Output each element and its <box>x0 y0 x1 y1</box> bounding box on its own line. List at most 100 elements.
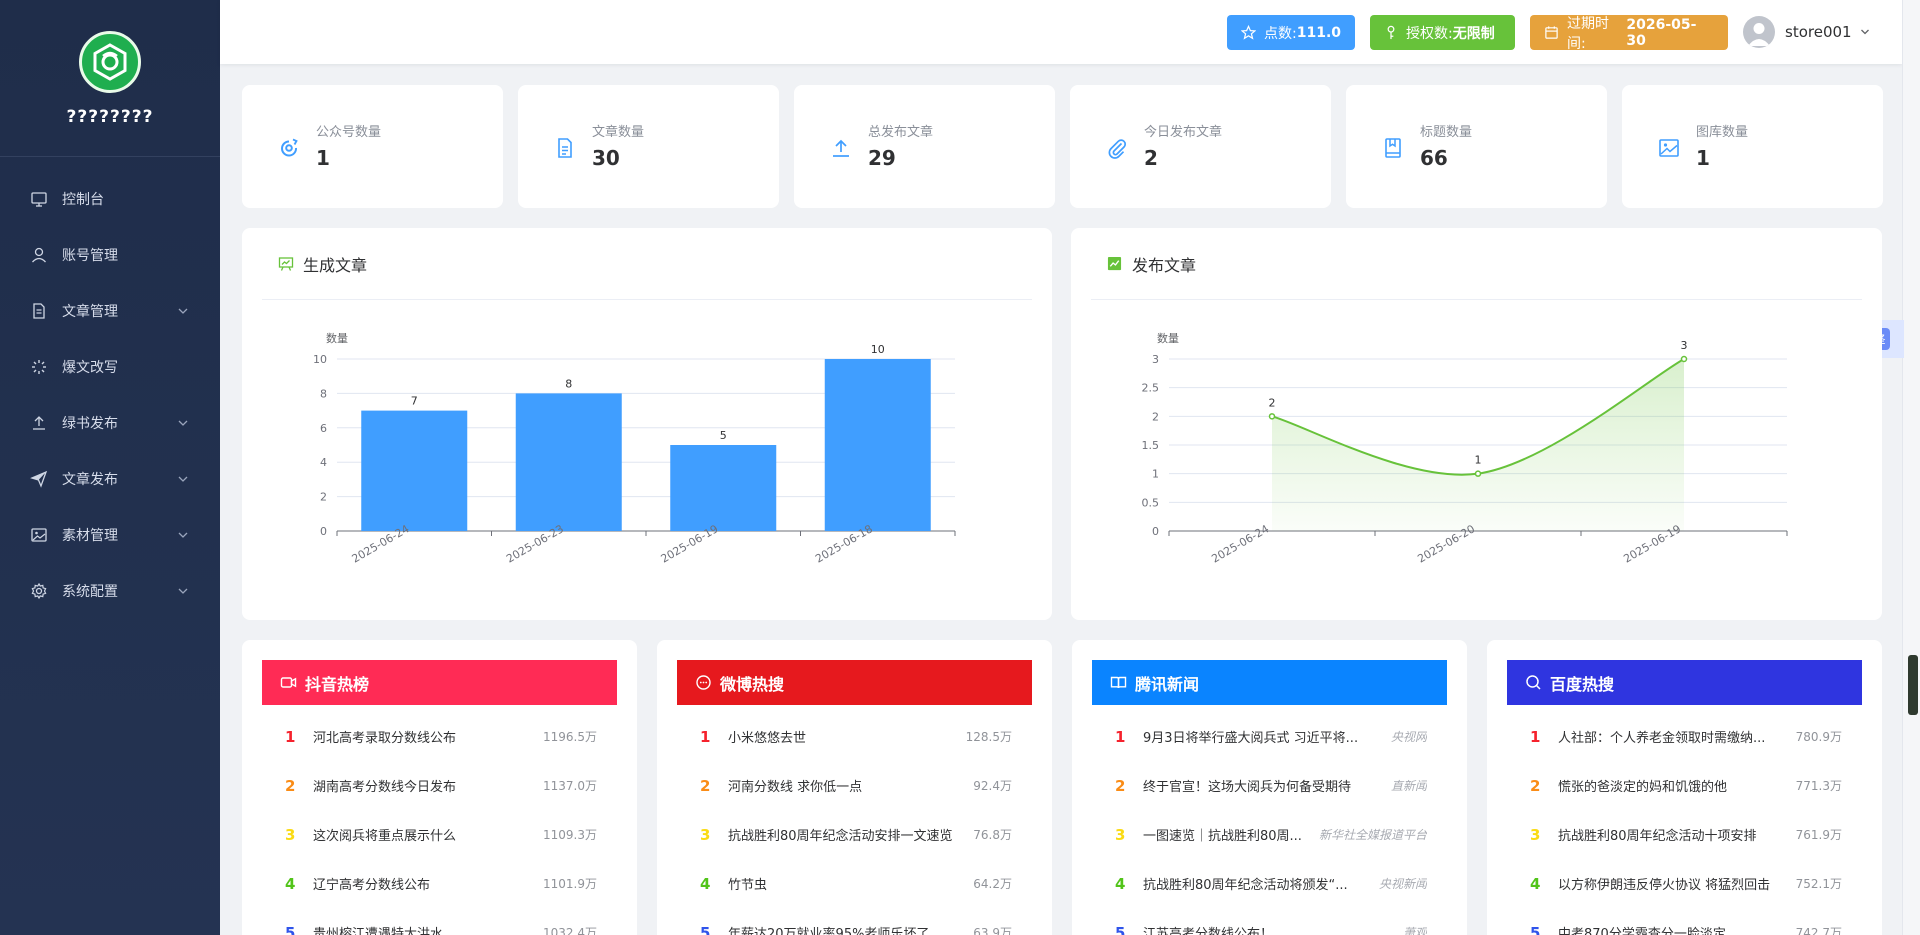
hot-value: 128.5万 <box>965 730 1012 744</box>
sidebar-item-label: 绿书发布 <box>62 416 118 432</box>
list-item-title[interactable]: 江苏高考分数线公布！ <box>1143 927 1274 935</box>
hot-list-items: 1 小米悠悠去世 128.5万 2 河南分数线 求你低一点 92.4万 3 抗战胜利80周年纪… <box>677 712 1032 935</box>
list-item[interactable]: 2 河南分数线 求你低一点 92.4万 <box>677 761 1032 810</box>
list-item[interactable]: 3 一图速览｜抗战胜利80周... 新华社全媒报道平台 <box>1092 810 1447 859</box>
list-item[interactable]: 3 抗战胜利80周年纪念活动安排一文速览 76.8万 <box>677 810 1032 859</box>
stat-card[interactable]: 今日发布文章 2 <box>1070 85 1331 208</box>
bar <box>361 410 468 531</box>
y-tick-label: 0.5 <box>1142 496 1160 509</box>
list-item[interactable]: 1 小米悠悠去世 128.5万 <box>677 712 1032 761</box>
stat-card[interactable]: 总发布文章 29 <box>794 85 1055 208</box>
sidebar-item-5[interactable]: 文章发布 <box>0 451 220 507</box>
stat-card[interactable]: 标题数量 66 <box>1346 85 1607 208</box>
sidebar: ???????? 控制台 账号管理 文章管理 爆文改写 绿书发布 文章发布 素材管理 系统配置 <box>0 0 220 935</box>
list-item[interactable]: 4 以方称伊朗违反停火协议 将猛烈回击 752.1万 <box>1507 859 1862 908</box>
rank-number: 3 <box>700 825 711 844</box>
list-item-title[interactable]: 人社部：个人养老金领取时需缴纳... <box>1558 731 1766 746</box>
list-item[interactable]: 1 9月3日将举行盛大阅兵式 习近平将... 央视网 <box>1092 712 1447 761</box>
list-item-title[interactable]: 湖南高考分数线今日发布 <box>313 780 457 795</box>
list-item-title[interactable]: 以方称伊朗违反停火协议 将猛烈回击 <box>1558 878 1771 893</box>
sidebar-item-4[interactable]: 绿书发布 <box>0 395 220 451</box>
list-item[interactable]: 2 湖南高考分数线今日发布 1137.0万 <box>262 761 617 810</box>
wechat-icon <box>278 137 300 159</box>
list-item[interactable]: 3 这次阅兵将重点展示什么 1109.3万 <box>262 810 617 859</box>
sidebar-item-7[interactable]: 系统配置 <box>0 563 220 619</box>
y-tick-label: 3 <box>1152 353 1159 366</box>
sidebar-item-label: 素材管理 <box>62 528 118 544</box>
hot-value: 1109.3万 <box>543 828 597 842</box>
list-item[interactable]: 4 抗战胜利80周年纪念活动将颁发“... 央视新闻 <box>1092 859 1447 908</box>
list-item-title[interactable]: 小米悠悠去世 <box>728 731 807 746</box>
bar <box>670 445 777 531</box>
picture-icon <box>1658 137 1680 159</box>
list-item-title[interactable]: 慌张的爸淡定的妈和饥饿的他 <box>1558 780 1728 795</box>
document-icon <box>30 302 48 320</box>
y-tick-label: 0 <box>1152 525 1159 538</box>
y-axis-label: 数量 <box>326 332 348 345</box>
list-item-title[interactable]: 辽宁高考分数线公布 <box>313 878 431 893</box>
rank-number: 5 <box>1115 923 1126 935</box>
rank-number: 3 <box>1530 825 1541 844</box>
scrollbar-thumb[interactable] <box>1908 655 1918 715</box>
list-item[interactable]: 2 终于官宣！这场大阅兵为何备受期待 直新闻 <box>1092 761 1447 810</box>
list-item-title[interactable]: 抗战胜利80周年纪念活动十项安排 <box>1558 829 1757 844</box>
y-tick-label: 1 <box>1152 468 1159 481</box>
y-tick-label: 6 <box>320 422 327 435</box>
list-item-title[interactable]: 终于官宣！这场大阅兵为何备受期待 <box>1143 780 1352 795</box>
trend-chart-icon <box>1107 256 1123 272</box>
notebook-icon <box>1382 137 1404 159</box>
hot-list-card: 抖音热榜 1 河北高考录取分数线公布 1196.5万 2 湖南高考分数线今日发布 1137.… <box>242 640 637 935</box>
list-item[interactable]: 5 江苏高考分数线公布！ 萧观 <box>1092 908 1447 935</box>
license-badge[interactable]: 授权数: 无限制 <box>1370 15 1515 50</box>
list-item[interactable]: 4 辽宁高考分数线公布 1101.9万 <box>262 859 617 908</box>
expire-badge[interactable]: 过期时间: 2026-05-30 <box>1530 15 1728 52</box>
rank-number: 4 <box>700 874 711 893</box>
stat-value: 29 <box>868 146 896 170</box>
chevron-down-icon <box>176 584 190 598</box>
list-item-title[interactable]: 抗战胜利80周年纪念活动安排一文速览 <box>728 829 953 844</box>
stat-label: 文章数量 <box>592 125 645 140</box>
rank-number: 5 <box>1530 923 1541 935</box>
list-item-title[interactable]: 抗战胜利80周年纪念活动将颁发“... <box>1143 878 1348 893</box>
logo-icon <box>79 31 141 93</box>
username: store001 <box>1785 23 1852 41</box>
rank-number: 1 <box>1530 727 1541 746</box>
user-menu[interactable]: store001 <box>1743 16 1870 48</box>
stat-card[interactable]: 公众号数量 1 <box>242 85 503 208</box>
list-item-title[interactable]: 9月3日将举行盛大阅兵式 习近平将... <box>1143 731 1359 746</box>
list-item[interactable]: 1 河北高考录取分数线公布 1196.5万 <box>262 712 617 761</box>
chevron-down-icon <box>176 416 190 430</box>
stat-card[interactable]: 文章数量 30 <box>518 85 779 208</box>
list-item-title[interactable]: 河北高考录取分数线公布 <box>313 731 457 746</box>
sidebar-item-0[interactable]: 控制台 <box>0 171 220 227</box>
sidebar-item-6[interactable]: 素材管理 <box>0 507 220 563</box>
stat-card[interactable]: 图库数量 1 <box>1622 85 1883 208</box>
list-item[interactable]: 3 抗战胜利80周年纪念活动十项安排 761.9万 <box>1507 810 1862 859</box>
list-item-title[interactable]: 年薪达20万就业率95%老师乐坏了 <box>728 927 930 935</box>
list-item-title[interactable]: 贵州榕江遭遇特大洪水 <box>313 927 444 935</box>
list-item[interactable]: 5 贵州榕江遭遇特大洪水 1032.4万 <box>262 908 617 935</box>
list-item-title[interactable]: 竹节虫 <box>728 878 768 893</box>
sidebar-item-3[interactable]: 爆文改写 <box>0 339 220 395</box>
y-tick-label: 8 <box>320 387 327 400</box>
points-badge[interactable]: 点数: 111.0 <box>1227 15 1355 50</box>
list-item[interactable]: 5 年薪达20万就业率95%老师乐坏了 63.9万 <box>677 908 1032 935</box>
list-item-title[interactable]: 中考870分学霸查分一脸淡定 <box>1558 927 1726 935</box>
hot-list-header: 抖音热榜 <box>262 660 617 705</box>
list-item[interactable]: 4 竹节虫 64.2万 <box>677 859 1032 908</box>
list-item[interactable]: 5 中考870分学霸查分一脸淡定 742.7万 <box>1507 908 1862 935</box>
list-item[interactable]: 2 慌张的爸淡定的妈和饥饿的他 771.3万 <box>1507 761 1862 810</box>
page-scrollbar[interactable] <box>1902 0 1920 935</box>
sidebar-item-2[interactable]: 文章管理 <box>0 283 220 339</box>
sidebar-item-1[interactable]: 账号管理 <box>0 227 220 283</box>
rank-number: 2 <box>700 776 711 795</box>
list-item-title[interactable]: 河南分数线 求你低一点 <box>728 780 863 795</box>
list-item-title[interactable]: 这次阅兵将重点展示什么 <box>313 829 457 844</box>
loading-icon <box>30 358 48 376</box>
rank-number: 2 <box>1115 776 1126 795</box>
news-source: 央视新闻 <box>1378 877 1427 891</box>
avatar <box>1743 16 1775 48</box>
bar-value-label: 7 <box>411 395 418 408</box>
list-item[interactable]: 1 人社部：个人养老金领取时需缴纳... 780.9万 <box>1507 712 1862 761</box>
list-item-title[interactable]: 一图速览｜抗战胜利80周... <box>1143 829 1302 844</box>
